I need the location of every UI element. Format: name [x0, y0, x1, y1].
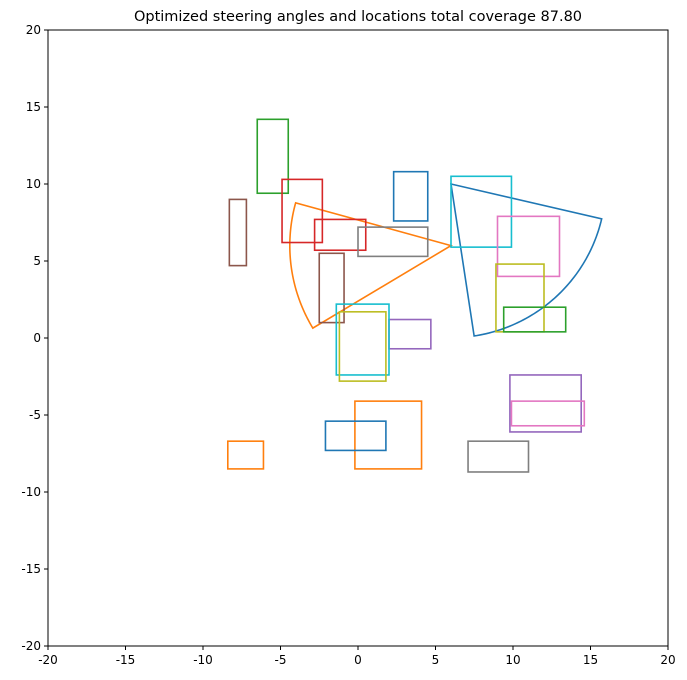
location-rect-16 [510, 400, 586, 427]
y-tick-label: 10 [26, 177, 41, 191]
chart-title: Optimized steering angles and locations … [134, 9, 582, 25]
y-tick-label: 20 [26, 23, 41, 37]
location-rect-6 [313, 218, 367, 252]
coverage-sector-1 [450, 182, 603, 337]
plot-marks [227, 118, 603, 473]
axes-frame [47, 29, 669, 647]
x-tick-label: 0 [354, 653, 362, 667]
location-rect-20 [467, 440, 530, 473]
location-rect-15 [509, 374, 582, 433]
location-rect-4 [450, 175, 513, 248]
x-tick-label: 20 [660, 653, 675, 667]
location-rect-1 [256, 118, 290, 195]
location-rect-10 [318, 252, 345, 324]
x-tick-label: -10 [193, 653, 213, 667]
y-tick-label: 0 [33, 331, 41, 345]
location-rect-13 [335, 303, 390, 376]
location-rect-14 [338, 311, 387, 382]
x-tick-label: 15 [583, 653, 598, 667]
x-tick-label: -15 [116, 653, 136, 667]
y-tick-label: -5 [29, 408, 41, 422]
x-tick-label: -5 [275, 653, 287, 667]
x-tick-label: 10 [505, 653, 520, 667]
location-rect-19 [227, 440, 265, 470]
y-tick-label: -15 [21, 562, 41, 576]
location-rect-7 [357, 226, 429, 258]
x-tick-label: 5 [432, 653, 440, 667]
location-rect-3 [392, 170, 429, 222]
location-rect-8 [496, 215, 561, 278]
location-rect-2 [281, 178, 324, 244]
location-rect-17 [354, 400, 423, 470]
x-tick-label: -20 [38, 653, 58, 667]
coverage-sector-2 [288, 201, 454, 330]
location-rect-5 [228, 198, 248, 267]
y-tick-label: 5 [33, 254, 41, 268]
y-tick-label: -10 [21, 485, 41, 499]
axis-ticks: -20 -15 -10 -5 0 5 10 15 20 -20 -15 -10 -5 0 5 10 15 20 [21, 23, 675, 667]
y-tick-label: -20 [21, 639, 41, 653]
location-rect-12 [388, 318, 432, 350]
location-rect-18 [324, 420, 387, 452]
y-tick-label: 15 [26, 100, 41, 114]
location-rect-11 [502, 306, 567, 333]
